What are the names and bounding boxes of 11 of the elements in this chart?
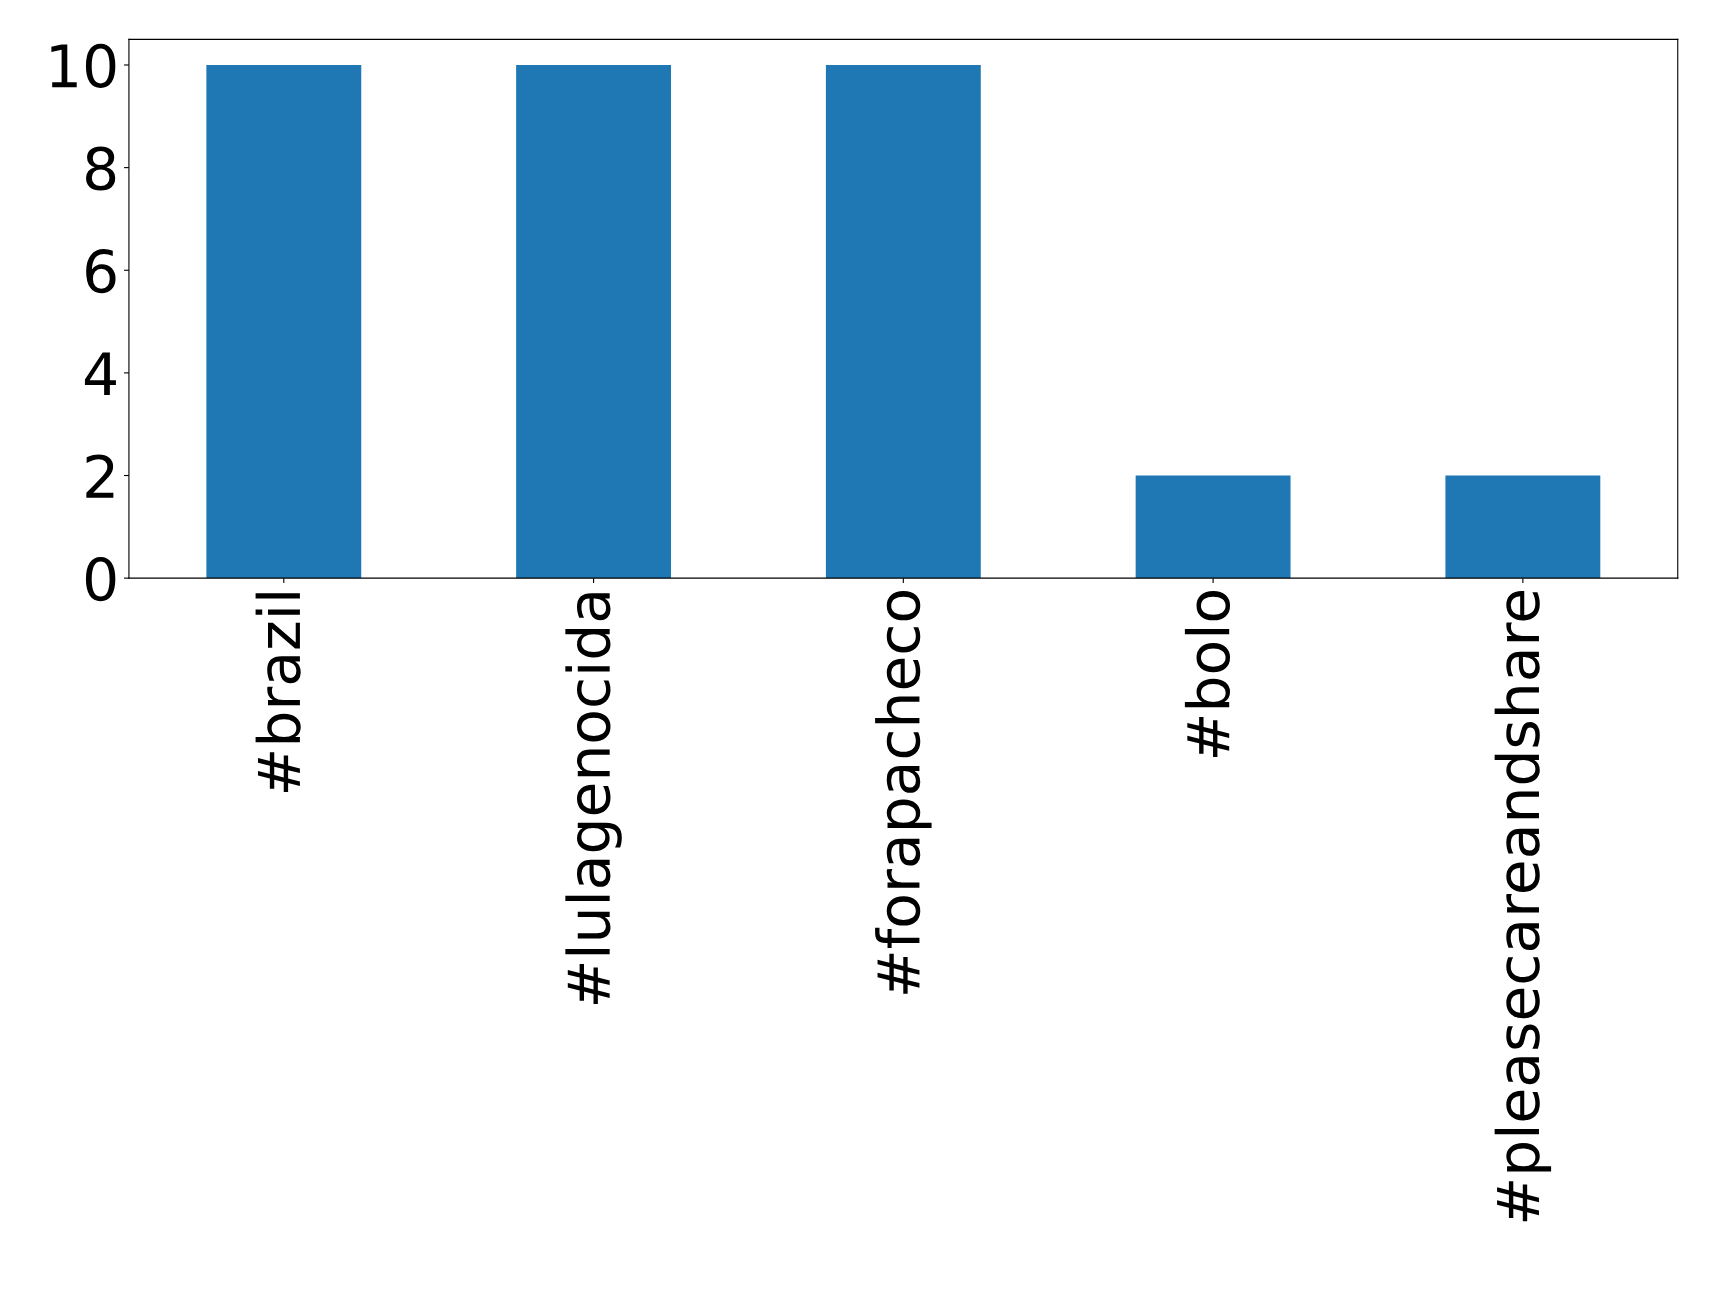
x-tick-label: #pleasecareandshare — [1494, 591, 1552, 1222]
x-tick-label: #lulagenocida — [565, 593, 622, 1005]
x-tick-label: #brazil — [255, 593, 301, 793]
y-tick-label: 8 — [86, 146, 116, 191]
y-tick-label: 2 — [86, 454, 114, 498]
y-tick-label: 4 — [84, 352, 116, 396]
y-tick-label: 6 — [86, 249, 116, 294]
y-tick-label: 0 — [85, 557, 116, 602]
y-tick-label: 10 — [51, 43, 116, 88]
x-tick-label: #forapacheco — [875, 591, 932, 994]
x-tick-label: #bolo — [1184, 591, 1231, 757]
